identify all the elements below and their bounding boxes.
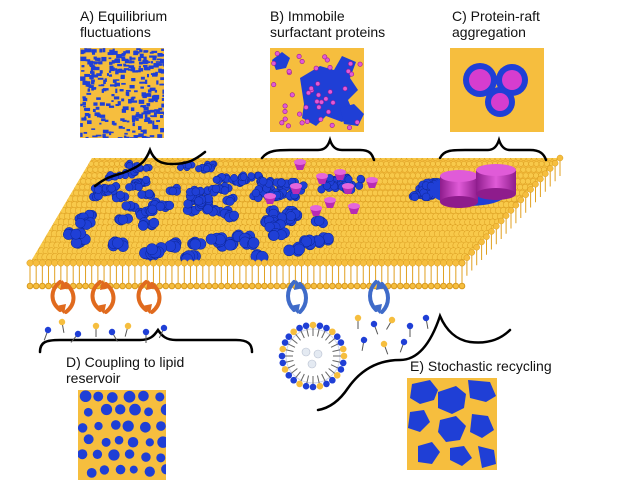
panel-c-thumbnail xyxy=(450,48,544,132)
panel-e-thumbnail xyxy=(407,378,497,470)
panel-e-label: E) Stochastic recycling xyxy=(410,358,552,374)
braces xyxy=(38,136,548,412)
panel-b-label: B) Immobile surfactant proteins xyxy=(270,8,386,40)
brace-e xyxy=(316,312,512,412)
panel-d-label: D) Coupling to lipid reservoir xyxy=(66,354,185,386)
membrane-bilayer xyxy=(26,154,564,290)
free-lipids xyxy=(43,314,430,355)
lipid-vesicle xyxy=(278,321,348,391)
protein-cylinders xyxy=(430,164,516,208)
panel-d-thumbnail xyxy=(78,390,166,480)
panel-c-label: C) Protein-raft aggregation xyxy=(452,8,540,40)
brace-a xyxy=(93,146,207,188)
brace-b xyxy=(260,136,376,162)
brace-c xyxy=(438,136,548,162)
orange-flip-arrows xyxy=(50,280,162,314)
panel-a-label: A) Equilibrium fluctuations xyxy=(80,8,168,40)
panel-b-thumbnail xyxy=(270,48,364,132)
brace-d xyxy=(38,327,254,354)
panel-a-thumbnail xyxy=(80,48,164,138)
